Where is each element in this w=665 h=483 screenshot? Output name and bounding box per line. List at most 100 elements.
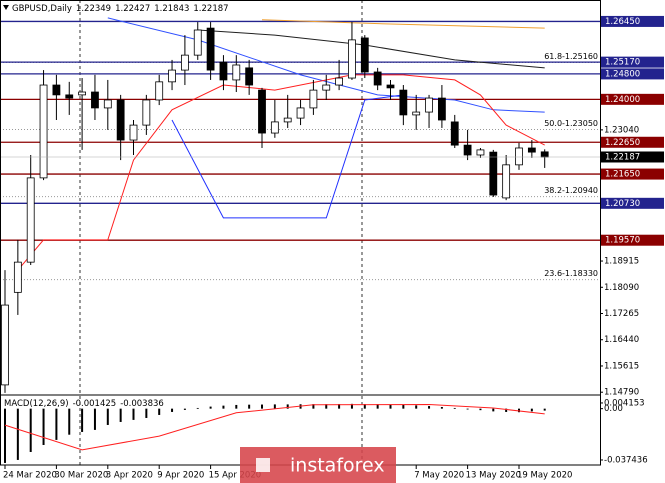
candle-body — [335, 77, 344, 86]
macd-bar — [543, 408, 546, 411]
macd-bar — [248, 404, 251, 409]
x-tick-label: 24 Mar 2020 — [3, 471, 57, 481]
candle-body — [515, 147, 523, 166]
candle-body — [206, 27, 215, 71]
watermark: instaforex — [240, 447, 396, 483]
indicator-line — [171, 94, 404, 219]
candle-body — [502, 164, 511, 199]
indicator-line — [261, 19, 545, 29]
y-tick-label: 0.00 — [604, 404, 623, 414]
macd-name: MACD(12,26,9) — [4, 399, 69, 409]
macd-bar — [222, 405, 225, 409]
macd-bar — [518, 408, 520, 413]
ohlc-value: 1.22349 — [76, 4, 111, 14]
x-tick-label: 3 Apr 2020 — [106, 471, 153, 481]
candle-body — [116, 99, 125, 141]
candle-body — [360, 37, 369, 73]
candle-body — [168, 69, 176, 83]
level-label: 1.21650 — [605, 170, 640, 180]
level-label: 1.26450 — [605, 17, 640, 27]
candle-body — [39, 84, 48, 179]
candle-body — [309, 89, 318, 109]
candle-body — [219, 61, 228, 81]
y-tick-label: 1.23040 — [604, 125, 639, 135]
macd-bar — [68, 408, 71, 435]
candle-body — [322, 84, 331, 91]
macd-bar — [261, 404, 263, 409]
macd-bar — [81, 408, 84, 432]
candle-body — [283, 117, 292, 123]
y-tick-label: 1.16440 — [604, 335, 639, 345]
watermark-text: instaforex — [290, 455, 385, 477]
indicator-line — [17, 74, 545, 271]
candle-body — [142, 99, 151, 126]
macd-bar — [196, 407, 199, 409]
candle-body — [103, 99, 112, 109]
macd-bar — [4, 408, 6, 463]
candle-body — [129, 124, 138, 141]
macd-bar — [325, 404, 328, 409]
macd-bar — [171, 408, 174, 412]
candle-body — [348, 39, 356, 79]
macd-bar — [363, 403, 366, 409]
candle-body — [450, 121, 459, 146]
y-tick-label: -0.037436 — [604, 455, 648, 465]
x-tick-label: 19 May 2020 — [517, 471, 572, 481]
x-tick-label: 13 May 2020 — [466, 471, 521, 481]
level-label-box — [601, 136, 664, 148]
level-label: 1.24000 — [605, 95, 640, 105]
macd-bar — [209, 406, 212, 409]
candle-body — [270, 121, 279, 134]
candle-body — [527, 147, 536, 153]
level-label: 1.24800 — [605, 69, 640, 79]
candle-body — [296, 107, 305, 119]
candle-body — [155, 81, 164, 101]
fibo-label: 61.8-1.25160 — [544, 52, 598, 61]
fibo-label: 38.2-1.20940 — [544, 186, 598, 195]
macd-bar — [479, 408, 482, 411]
signal-value: -0.003836 — [120, 399, 164, 409]
macd-bar — [273, 404, 276, 409]
macd-bar — [440, 407, 443, 409]
macd-bar — [145, 408, 148, 418]
level-label: 1.20730 — [605, 199, 640, 209]
macd-bar — [466, 408, 469, 410]
macd-bar — [453, 407, 456, 409]
macd-bar — [29, 408, 32, 452]
macd-bar — [505, 408, 508, 412]
candle-body — [245, 67, 254, 86]
candle-body — [437, 97, 446, 121]
level-label-box — [601, 93, 664, 105]
macd-bar — [312, 404, 315, 409]
candle-body — [476, 149, 485, 156]
macd-bar — [132, 408, 135, 420]
ohlc-value: 1.21843 — [154, 4, 189, 14]
macd-value: -0.001425 — [73, 399, 117, 409]
candle-body — [13, 261, 22, 293]
level-label: 1.22650 — [605, 138, 640, 148]
candle-body — [425, 97, 433, 113]
candle-body — [373, 71, 382, 86]
macd-bar — [93, 408, 96, 430]
x-tick-label: 30 Mar 2020 — [54, 471, 108, 481]
macd-bar — [350, 403, 353, 409]
candle-body — [180, 54, 189, 71]
candle-body — [193, 29, 202, 56]
candle-body — [232, 64, 241, 81]
fibo-label: 50.0-1.23050 — [544, 119, 598, 128]
level-label: 1.19570 — [605, 236, 640, 246]
candle-body — [540, 151, 549, 158]
y-tick-label: 1.17265 — [604, 309, 639, 319]
macd-bar — [106, 408, 109, 425]
current-price-label: 1.22187 — [605, 152, 640, 162]
candle-body — [91, 91, 99, 109]
candle-body — [399, 89, 408, 116]
x-tick-label: 15 Apr 2020 — [209, 471, 262, 481]
level-label-box — [601, 197, 664, 209]
macd-bar — [42, 408, 45, 445]
level-label-box — [601, 68, 664, 80]
ohlc-value: 1.22187 — [193, 4, 228, 14]
candle-body — [463, 144, 472, 156]
